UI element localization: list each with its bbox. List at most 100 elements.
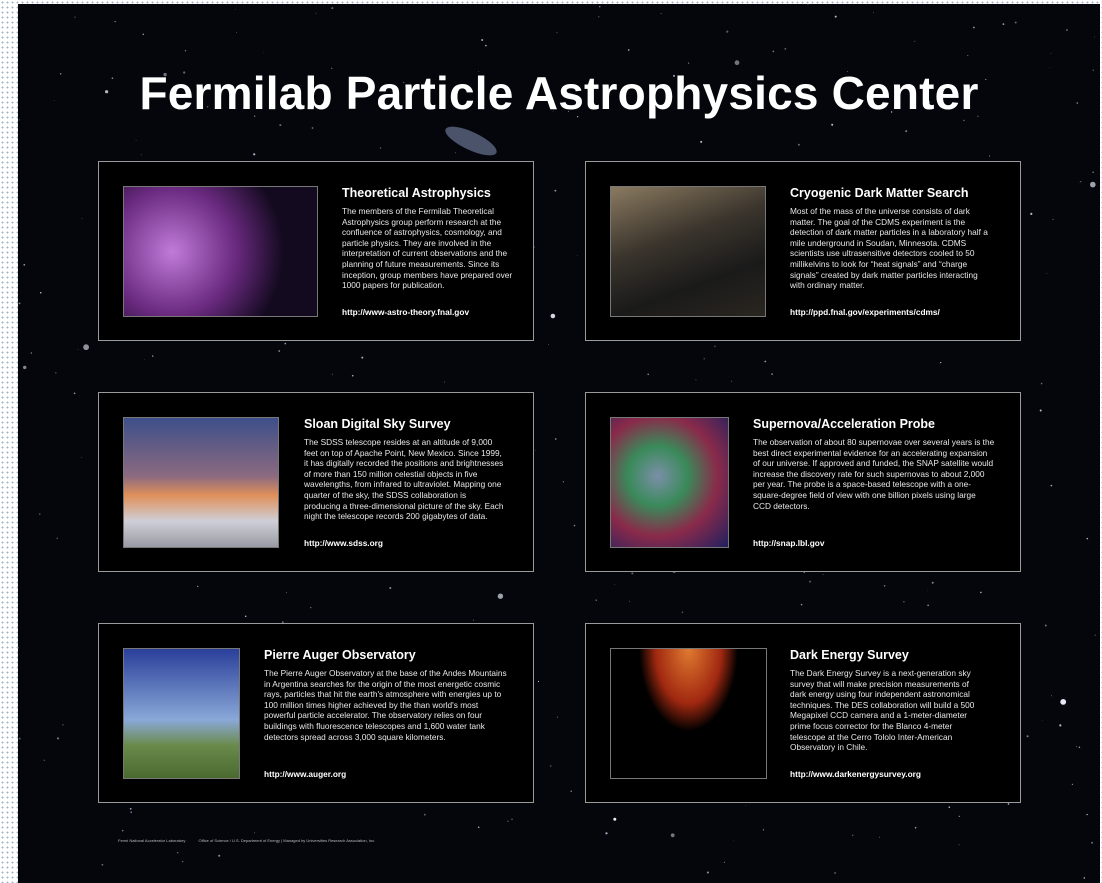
star — [695, 379, 696, 380]
star — [23, 366, 26, 369]
star — [1092, 172, 1093, 173]
star — [598, 16, 599, 17]
star — [1047, 273, 1048, 274]
star — [989, 156, 990, 157]
star — [823, 574, 824, 575]
star — [714, 346, 715, 347]
star — [1086, 814, 1087, 815]
star — [122, 830, 124, 832]
panel: Sloan Digital Sky Survey The SDSS telesco… — [98, 392, 534, 572]
star — [831, 124, 833, 126]
panel-body: The SDSS telescope resides at an altitud… — [304, 437, 504, 522]
star — [62, 724, 63, 725]
star — [570, 790, 572, 792]
star — [1040, 410, 1042, 412]
star — [980, 592, 982, 594]
star — [628, 49, 630, 51]
star — [688, 63, 689, 64]
panel-body: The members of the Fermilab Theoretical … — [342, 206, 514, 291]
star — [773, 51, 775, 53]
panel-heading: Sloan Digital Sky Survey — [304, 417, 504, 431]
star — [1042, 720, 1043, 721]
star — [57, 538, 58, 539]
star — [932, 582, 934, 584]
star — [1087, 538, 1089, 540]
star — [700, 141, 702, 143]
star — [19, 303, 21, 305]
panel-image — [610, 417, 729, 548]
star — [1027, 735, 1029, 737]
star — [143, 34, 145, 36]
star — [1003, 23, 1005, 25]
star — [444, 382, 445, 383]
star — [1066, 29, 1068, 31]
star — [136, 140, 137, 141]
star — [78, 349, 79, 350]
star — [82, 218, 83, 219]
star — [536, 450, 537, 451]
star — [218, 855, 220, 857]
star — [1090, 182, 1096, 188]
star — [57, 737, 59, 739]
panel-heading: Supernova/Acceleration Probe — [753, 417, 995, 431]
star — [380, 147, 381, 148]
panel-image — [610, 648, 767, 779]
panel-heading: Theoretical Astrophysics — [342, 186, 514, 200]
star — [177, 852, 178, 853]
star — [735, 60, 740, 65]
star — [764, 361, 766, 363]
star — [1094, 37, 1095, 38]
star — [1059, 724, 1061, 726]
star — [1008, 803, 1010, 805]
star — [312, 127, 314, 129]
star — [1080, 181, 1081, 182]
star — [551, 314, 556, 319]
star — [726, 31, 728, 33]
star — [973, 27, 975, 29]
star — [801, 604, 803, 606]
star — [967, 55, 968, 56]
panel-text: Pierre Auger ObservatoryThe Pierre Auger… — [264, 648, 509, 742]
panel-text: Sloan Digital Sky Survey The SDSS telesco… — [304, 417, 504, 522]
star — [331, 7, 333, 9]
poster-title: Fermilab Particle Astrophysics Center — [18, 66, 1100, 120]
star — [631, 572, 633, 574]
star — [1084, 877, 1086, 879]
star — [807, 4, 808, 5]
star — [784, 48, 786, 50]
star — [511, 819, 512, 820]
star — [1030, 213, 1032, 215]
star — [236, 32, 237, 33]
star — [44, 760, 45, 761]
star — [629, 601, 630, 602]
star — [873, 12, 874, 13]
panel-image — [610, 186, 766, 317]
star — [286, 592, 287, 593]
star — [144, 359, 145, 360]
star — [959, 816, 960, 817]
panel-url: http://www.darkenergysurvey.org — [790, 769, 921, 779]
star — [1051, 485, 1053, 487]
panel-text: Cryogenic Dark Matter SearchMost of the … — [790, 186, 990, 291]
star — [1051, 53, 1052, 54]
star — [130, 808, 132, 810]
star — [316, 13, 317, 14]
star — [1015, 22, 1017, 24]
star — [771, 373, 772, 374]
galaxy — [442, 121, 500, 161]
star — [614, 584, 615, 585]
star — [1045, 625, 1047, 627]
star — [884, 585, 886, 587]
star — [555, 190, 557, 192]
star — [927, 591, 928, 592]
star — [361, 357, 363, 359]
star — [804, 572, 805, 573]
panel-url: http://snap.lbl.gov — [753, 538, 824, 548]
panel-heading: Dark Energy Survey — [790, 648, 986, 662]
star — [605, 832, 607, 834]
star — [949, 806, 951, 808]
star — [707, 872, 709, 874]
star — [682, 612, 684, 614]
star — [557, 717, 558, 718]
